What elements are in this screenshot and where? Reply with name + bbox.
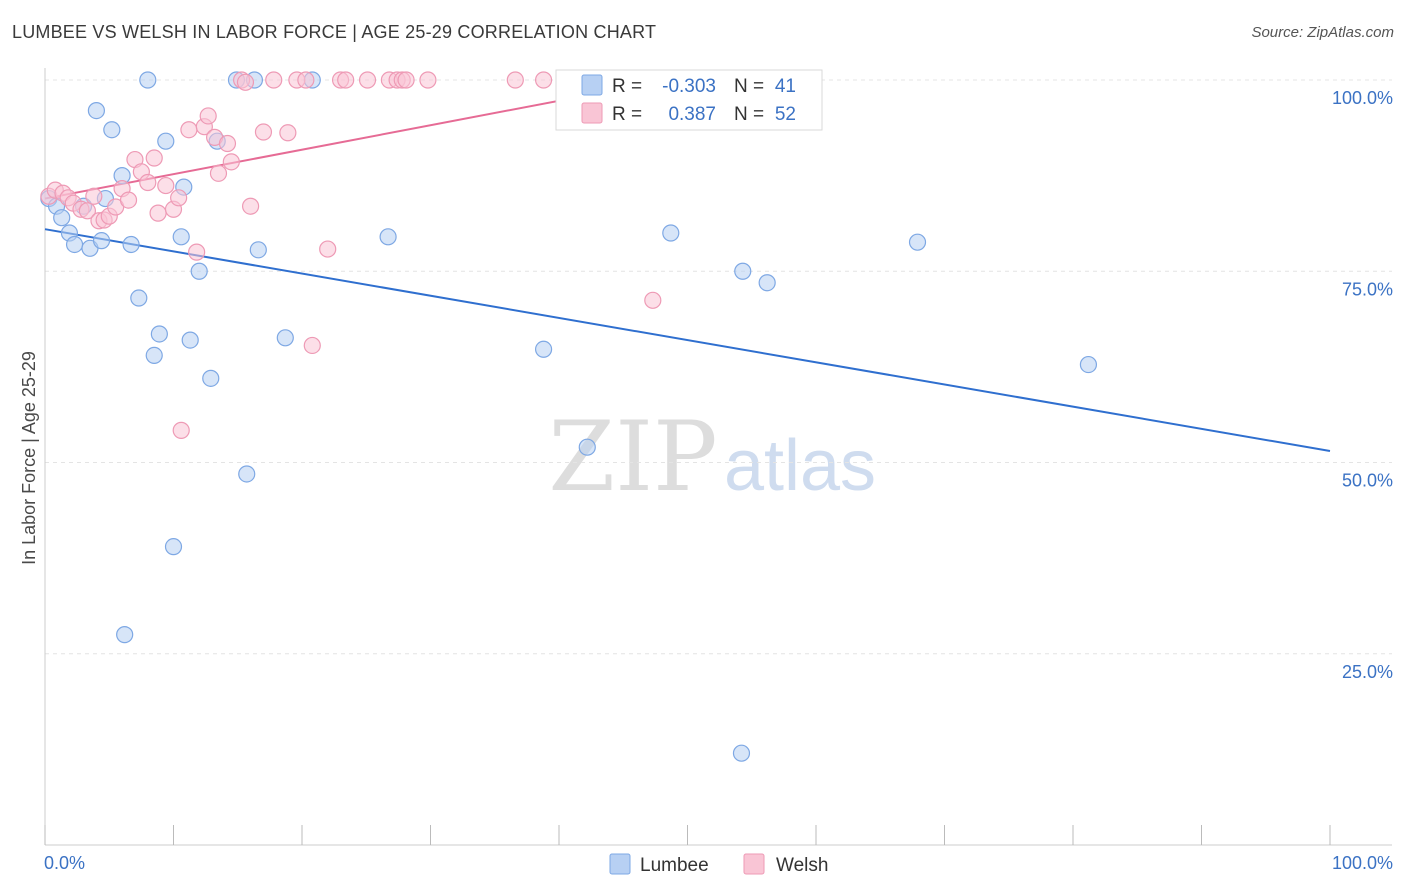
welsh-point — [188, 243, 206, 261]
lumbee-point — [276, 329, 294, 347]
y-tick-label: 25.0% — [1342, 662, 1393, 682]
axes — [44, 68, 1392, 846]
watermark-atlas: atlas — [724, 426, 876, 506]
lumbee-point — [662, 224, 680, 242]
lumbee-point — [53, 209, 71, 227]
legend-r-value-welsh: 0.387 — [668, 104, 716, 125]
welsh-point — [644, 291, 662, 309]
welsh-point — [419, 71, 437, 89]
lumbee-point — [145, 346, 163, 364]
legend-n-value-lumbee: 41 — [775, 76, 796, 97]
legend-r-label-lumbee: R = — [612, 76, 642, 97]
legend-n-value-welsh: 52 — [775, 104, 796, 125]
lumbee-point — [190, 262, 208, 280]
lumbee-point — [758, 274, 776, 292]
stats-legend: R = -0.303 N = 41 R = 0.387 N = 52 — [555, 69, 823, 131]
lumbee-point — [908, 233, 927, 251]
lumbee-point — [139, 71, 157, 89]
legend-r-label-welsh: R = — [612, 104, 642, 125]
lumbee-point — [578, 438, 596, 456]
lumbee-point — [65, 235, 84, 254]
y-axis-label: In Labor Force | Age 25-29 — [19, 351, 39, 565]
chart-source: Source: ZipAtlas.com — [1251, 24, 1394, 41]
welsh-point — [303, 336, 321, 355]
welsh-point — [170, 189, 188, 207]
lumbee-point — [238, 465, 256, 483]
lumbee-point — [379, 228, 397, 246]
lumbee-point — [122, 235, 140, 254]
welsh-point — [506, 71, 524, 89]
lumbee-point — [130, 289, 148, 307]
lumbee-point — [150, 325, 168, 343]
lumbee-point — [116, 626, 134, 644]
welsh-point — [157, 176, 175, 195]
y-tick-label: 50.0% — [1342, 471, 1393, 491]
welsh-point — [279, 124, 297, 142]
lumbee-point — [87, 101, 106, 120]
welsh-point — [236, 73, 255, 91]
welsh-point — [78, 202, 97, 220]
lumbee-point — [157, 132, 175, 150]
welsh-point — [397, 71, 415, 89]
legend-swatch-lumbee — [581, 74, 603, 96]
lumbee-point — [103, 121, 121, 139]
gridlines — [45, 79, 1392, 655]
welsh-point — [297, 71, 315, 89]
lumbee-point — [249, 241, 267, 259]
y-tick-label: 75.0% — [1342, 279, 1393, 299]
lumbee-point — [164, 538, 183, 556]
welsh-point — [265, 71, 283, 89]
x-tick-label: 100.0% — [1332, 853, 1393, 873]
lumbee-point — [1079, 355, 1098, 374]
bottom-legend-label-welsh: Welsh — [776, 855, 828, 876]
welsh-point — [85, 187, 103, 205]
tick-labels: 25.0% 50.0% 75.0% 100.0% 0.0% 100.0% — [44, 88, 1393, 873]
lumbee-point — [732, 744, 751, 762]
welsh-point — [180, 121, 198, 139]
welsh-point — [254, 123, 273, 141]
welsh-point — [209, 164, 228, 182]
welsh-point — [242, 197, 260, 215]
legend-n-label-lumbee: N = — [734, 76, 764, 97]
chart-title: LUMBEE VS WELSH IN LABOR FORCE | AGE 25-… — [12, 22, 657, 42]
welsh-point — [358, 71, 377, 89]
lumbee-point — [172, 228, 190, 246]
legend-swatch-welsh — [581, 102, 603, 124]
welsh-point — [172, 421, 190, 439]
x-tick-label: 0.0% — [44, 853, 85, 873]
bottom-legend-swatch-welsh — [743, 853, 765, 875]
welsh-point — [319, 240, 337, 258]
bottom-legend-label-lumbee: Lumbee — [640, 855, 709, 876]
lumbee-point — [202, 369, 220, 387]
lumbee-point — [534, 340, 553, 358]
welsh-point — [218, 134, 237, 153]
trend-lines — [44, 79, 1331, 453]
welsh-point — [337, 71, 355, 89]
welsh-point — [534, 71, 553, 89]
y-tick-label: 100.0% — [1332, 88, 1393, 108]
legend-r-value-lumbee: -0.303 — [662, 76, 716, 97]
lumbee-point — [181, 331, 199, 349]
welsh-point — [139, 173, 157, 192]
bottom-legend: Lumbee Welsh — [609, 853, 828, 876]
legend-n-label-welsh: N = — [734, 104, 764, 125]
data-points — [40, 71, 1098, 762]
bottom-legend-swatch-lumbee — [609, 853, 631, 875]
welsh-point — [199, 107, 217, 125]
watermark-zip: ZIP — [548, 401, 717, 513]
lumbee-trend-line — [44, 228, 1331, 453]
lumbee-point — [92, 232, 111, 250]
lumbee-point — [734, 262, 752, 280]
welsh-point — [222, 153, 240, 171]
welsh-point — [119, 191, 138, 209]
welsh-point — [149, 204, 167, 222]
welsh-point — [145, 149, 163, 167]
